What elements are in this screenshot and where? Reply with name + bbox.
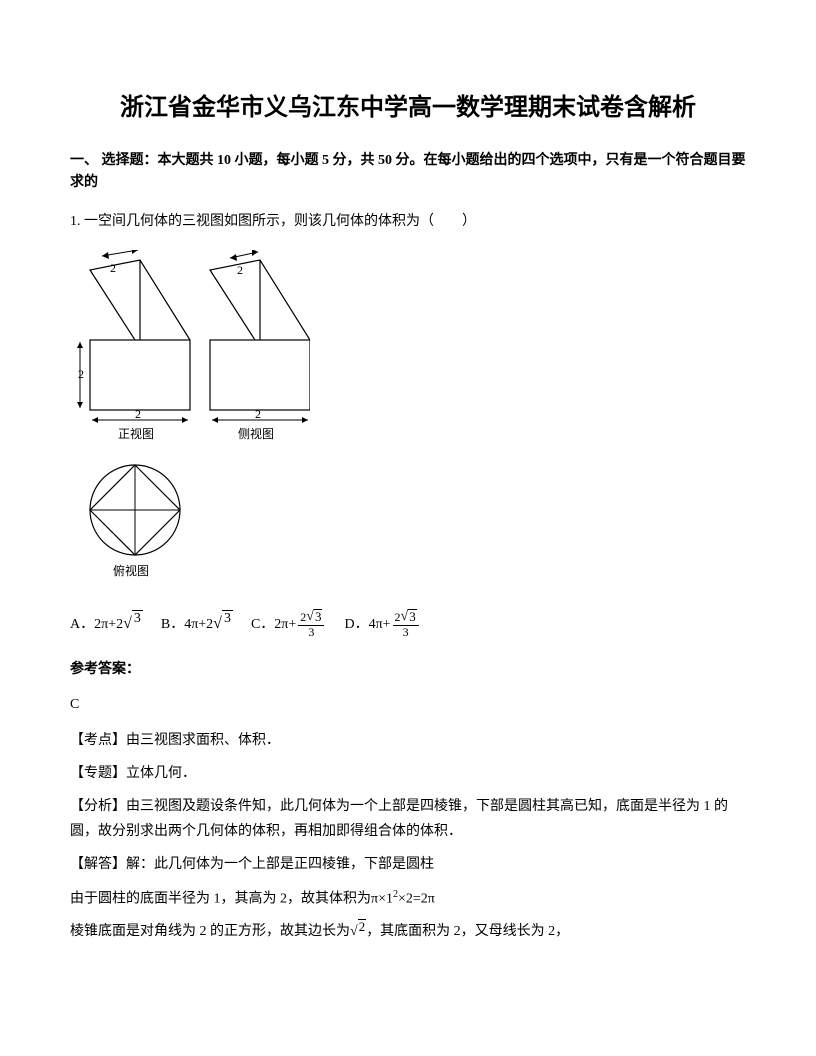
- three-views-figure: 2 2 2 正视图 2 2 侧视: [70, 250, 746, 589]
- dim-slant-front: 2: [110, 261, 116, 275]
- dim-w-side: 2: [255, 407, 261, 421]
- answer-value: C: [70, 692, 746, 717]
- sqrt-3-icon: √3: [123, 610, 143, 639]
- dim-w-front: 2: [135, 407, 141, 421]
- dim-slant-side: 2: [237, 263, 243, 277]
- option-d: D．4π+ 2√3 3: [344, 609, 420, 639]
- fraction-d: 2√3 3: [393, 609, 419, 639]
- page-title: 浙江省金华市义乌江东中学高一数学理期末试卷含解析: [70, 90, 746, 126]
- front-view: 2 2 2 正视图: [77, 250, 190, 441]
- sqrt-3-icon: √3: [213, 610, 233, 639]
- dim-h-front: 2: [78, 367, 84, 381]
- analysis-kao-dian: 【考点】由三视图求面积、体积．: [70, 728, 746, 753]
- option-c: C．2π+ 2√3 3: [251, 609, 327, 639]
- fraction-c: 2√3 3: [298, 609, 324, 639]
- analysis-jie-da-2: 由于圆柱的底面半径为 1，其高为 2，故其体积为π×12×2=2π: [70, 886, 746, 912]
- options-row: A．2π+2 √3 B．4π+2 √3 C．2π+ 2√3 3 D．4π+ 2√…: [70, 609, 746, 639]
- analysis-fen-xi: 【分析】由三视图及题设条件知，此几何体为一个上部是四棱锥，下部是圆柱其高已知，底…: [70, 794, 746, 844]
- analysis-jie-da-1: 【解答】解：此几何体为一个上部是正四棱锥，下部是圆柱: [70, 852, 746, 877]
- label-front: 正视图: [118, 426, 154, 441]
- label-side: 侧视图: [238, 426, 274, 441]
- question-1-text: 1. 一空间几何体的三视图如图所示，则该几何体的体积为（ ）: [70, 209, 746, 234]
- answer-header: 参考答案：: [70, 657, 746, 682]
- top-view: 俯视图: [90, 465, 180, 578]
- label-top: 俯视图: [113, 563, 149, 578]
- option-b: B．4π+2 √3: [161, 610, 233, 639]
- sqrt-2-icon: √2: [350, 919, 366, 944]
- analysis-jie-da-3: 棱锥底面是对角线为 2 的正方形，故其边长为√2，其底面积为 2，又母线长为 2…: [70, 919, 746, 944]
- section-1-header: 一、 选择题：本大题共 10 小题，每小题 5 分，共 50 分。在每小题给出的…: [70, 150, 746, 195]
- option-a: A．2π+2 √3: [70, 610, 143, 639]
- analysis-zhuan-ti: 【专题】立体几何．: [70, 761, 746, 786]
- side-view: 2 2 侧视图: [210, 250, 310, 441]
